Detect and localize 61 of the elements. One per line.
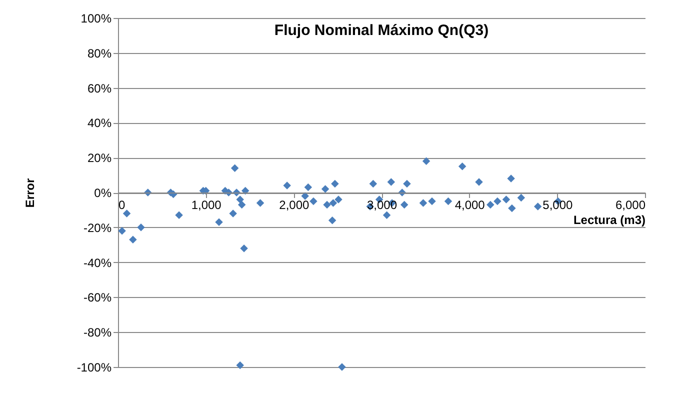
point bbox=[236, 361, 244, 370]
point bbox=[534, 202, 542, 210]
y-axis-title: Error bbox=[22, 178, 37, 208]
point bbox=[422, 157, 430, 165]
point bbox=[400, 200, 408, 209]
y-tick-label: 40% bbox=[87, 116, 112, 130]
point bbox=[321, 185, 330, 193]
x-axis-title: Lectura (m3) bbox=[573, 213, 646, 227]
point bbox=[486, 200, 494, 209]
x-tick-label: 5,000 bbox=[542, 198, 574, 212]
point bbox=[323, 200, 331, 209]
y-tick-label: 20% bbox=[87, 151, 112, 166]
point bbox=[230, 164, 239, 172]
point bbox=[444, 197, 452, 206]
point bbox=[215, 218, 223, 226]
point bbox=[475, 178, 483, 186]
x-tick-label: 6,000 bbox=[615, 198, 646, 212]
point bbox=[238, 200, 246, 209]
point bbox=[507, 174, 515, 182]
point bbox=[328, 216, 336, 224]
y-tick-label: -20% bbox=[83, 220, 112, 235]
y-tick-label: -100% bbox=[76, 360, 112, 374]
point bbox=[118, 227, 126, 235]
point bbox=[137, 224, 145, 232]
y-tick-label: 80% bbox=[87, 46, 112, 60]
point bbox=[329, 199, 338, 207]
y-tick-label: 60% bbox=[87, 81, 112, 96]
y-tick-label: 100% bbox=[80, 12, 112, 26]
y-tick-label: 0% bbox=[94, 186, 112, 200]
point bbox=[502, 196, 510, 204]
x-tick-label: 4,000 bbox=[454, 198, 486, 212]
point bbox=[458, 162, 466, 170]
point bbox=[283, 182, 291, 190]
y-tick-label: -60% bbox=[83, 290, 112, 305]
point bbox=[419, 199, 428, 207]
point bbox=[310, 197, 318, 206]
point bbox=[304, 183, 312, 192]
point bbox=[517, 194, 526, 202]
y-tick-label: -40% bbox=[83, 256, 112, 270]
point bbox=[403, 180, 411, 188]
chart-title: Flujo Nominal Máximo Qn(Q3) bbox=[274, 22, 489, 39]
point bbox=[236, 196, 244, 204]
point bbox=[382, 211, 391, 220]
point bbox=[369, 180, 378, 188]
point bbox=[129, 236, 137, 244]
point bbox=[175, 211, 183, 220]
point bbox=[256, 199, 264, 207]
point bbox=[494, 197, 502, 206]
point bbox=[334, 196, 342, 204]
point bbox=[338, 363, 346, 371]
y-tick-label: -80% bbox=[83, 326, 112, 340]
x-tick-label: 1,000 bbox=[191, 198, 222, 212]
point bbox=[229, 210, 237, 218]
point bbox=[428, 197, 436, 206]
point bbox=[331, 180, 339, 188]
point bbox=[508, 204, 516, 212]
x-tick-label: 0 bbox=[118, 198, 126, 212]
point bbox=[240, 244, 248, 252]
point bbox=[122, 210, 131, 218]
point bbox=[387, 178, 396, 186]
x-tick-label: 2,000 bbox=[279, 198, 310, 212]
